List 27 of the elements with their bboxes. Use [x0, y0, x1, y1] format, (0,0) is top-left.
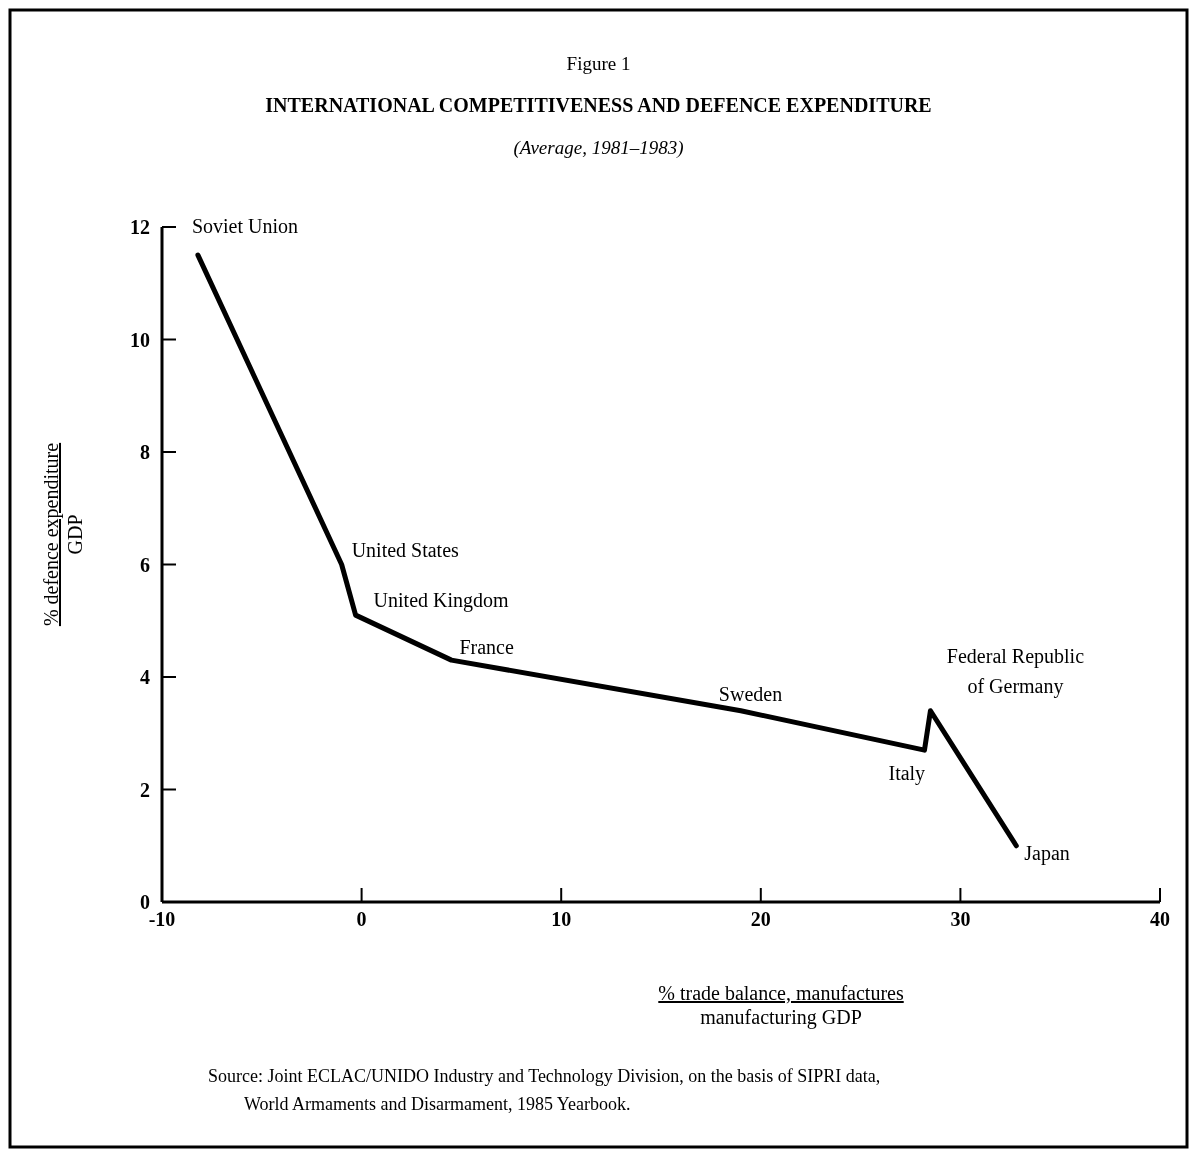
x-tick-label: 20	[750, 908, 771, 930]
annotation: Japan	[1024, 841, 1070, 865]
y-tick-label: 6	[140, 553, 150, 576]
x-tick-label: 0	[356, 908, 367, 930]
x-tick-label: -10	[148, 908, 176, 930]
annotation: Soviet Union	[191, 215, 299, 238]
y-axis-title: % defence expenditure GDP	[40, 442, 86, 627]
annotation: France	[459, 636, 514, 659]
caption: Figure 1	[566, 53, 631, 74]
annotation: United Kingdom	[373, 589, 510, 613]
chart-subtitle: (Average, 1981–1983)	[513, 137, 684, 159]
y-tick-label: 12	[130, 216, 150, 238]
y-tick-label: 10	[130, 328, 150, 351]
x-tick-label: 10	[551, 908, 572, 930]
x-tick-label: 40	[1150, 908, 1170, 930]
annotation: Italy	[888, 762, 926, 786]
annotation: Federal Republic of Germany	[946, 644, 1085, 698]
chart-title: INTERNATIONAL COMPETITIVENESS AND DEFENCE EXPENDITURE	[265, 94, 932, 116]
y-tick-label: 0	[140, 891, 150, 913]
annotation: United States	[351, 538, 460, 561]
y-tick-label: 4	[140, 666, 150, 688]
y-tick-label: 8	[140, 441, 150, 463]
y-tick-label: 2	[140, 778, 150, 801]
source-note: Source: Joint ECLAC/UNIDO Industry and Technology Division, on the basis of SIPRI data, World Armaments and Disarmament, 1985 Yearbook.	[208, 1066, 881, 1114]
annotation: Sweden	[718, 682, 783, 705]
x-tick-label: 30	[950, 908, 971, 930]
x-axis-title: % trade balance, manufactures manufacturing GDP	[658, 982, 904, 1029]
